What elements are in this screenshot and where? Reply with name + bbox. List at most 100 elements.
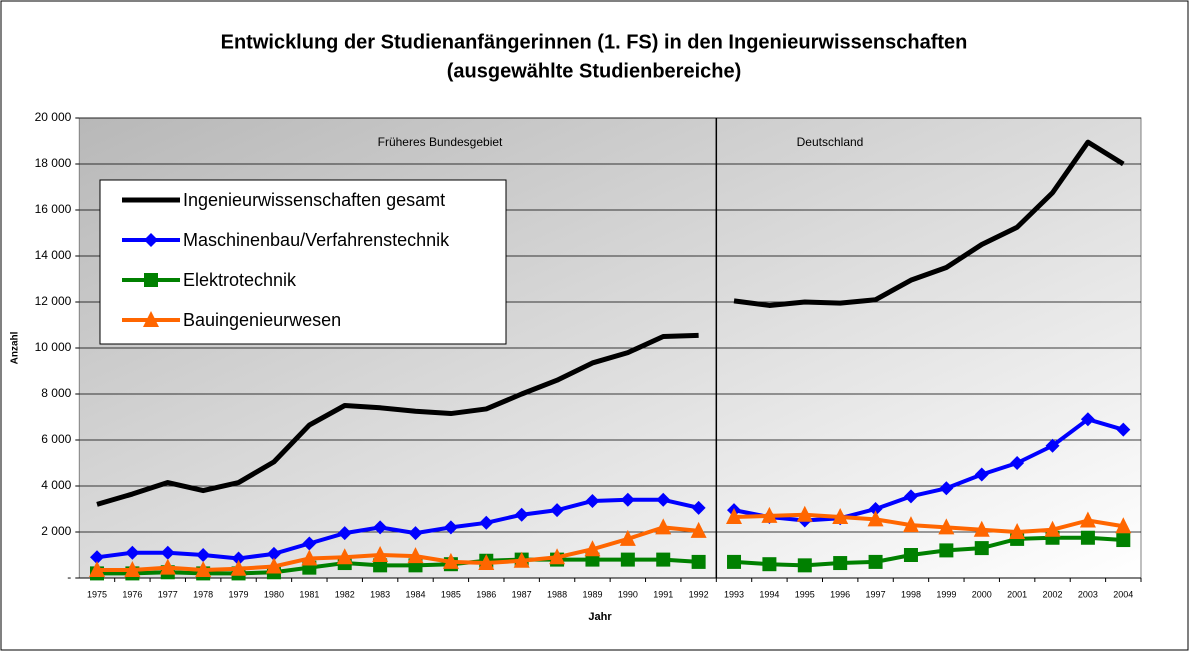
marker [408,526,423,541]
marker [478,554,495,571]
marker [761,506,778,523]
y-axis-label: Anzahl [10,331,21,364]
marker [620,552,635,567]
x-tick-label: 1980 [264,589,284,599]
y-tick-label: 6 000 [41,432,71,446]
marker [1044,520,1061,537]
x-tick-label: 1976 [122,589,142,599]
marker [1010,456,1025,470]
marker [442,552,459,569]
y-tick-label: 4 000 [41,478,71,492]
series-line [733,512,1124,534]
marker [1079,511,1096,528]
chart-title: Entwicklung der Studienanfängerinnen (1.… [221,31,968,53]
marker [762,557,777,572]
marker [797,558,812,573]
marker [690,521,707,538]
marker [1115,517,1132,534]
x-tick-label: 1985 [441,589,461,599]
marker [1045,438,1060,453]
marker [974,467,989,482]
legend: Ingenieurwissenschaften gesamt Maschinenb… [99,179,507,345]
y-tick-label: 18 000 [35,156,72,170]
x-tick-label: 1984 [405,589,425,599]
x-tick-label: 2000 [972,589,992,599]
marker [832,508,849,525]
x-tick-label: 1975 [87,589,107,599]
legend-box [99,179,507,345]
marker [550,503,565,518]
x-tick-label: 1979 [229,589,249,599]
y-tick-label: 10 000 [35,340,72,354]
marker [868,502,883,516]
marker [144,233,158,247]
y-tick-label: 16 000 [35,202,72,216]
marker [584,540,601,557]
region-label: Deutschland [797,135,864,149]
marker [336,548,353,565]
series-line [96,332,699,507]
x-tick-label: 1995 [795,589,815,599]
x-tick-label: 1991 [653,589,673,599]
x-tick-label: 1997 [866,589,886,599]
marker [407,547,424,564]
marker [301,549,318,566]
marker [124,560,141,577]
y-tick-label: - [67,570,71,584]
marker [302,536,317,551]
x-tick-label: 1982 [335,589,355,599]
marker [939,543,954,558]
marker [230,559,247,576]
marker [974,541,989,556]
marker [337,526,352,541]
legend-label: Bauingenieurwesen [183,310,341,330]
marker [373,520,388,535]
marker [585,493,600,508]
marker [656,492,671,507]
x-tick-label: 1987 [512,589,532,599]
marker [867,510,884,527]
marker [833,556,848,571]
x-tick-label: 1988 [547,589,567,599]
x-tick-label: 1990 [618,589,638,599]
marker [125,545,140,560]
x-tick-label: 1993 [724,589,744,599]
x-tick-label: 1986 [476,589,496,599]
x-tick-label: 1978 [193,589,213,599]
legend-label: Elektrotechnik [183,270,297,290]
marker [727,554,742,569]
marker [196,548,211,562]
marker [265,557,282,574]
marker [88,560,105,577]
marker [902,516,919,533]
marker [443,520,458,535]
x-tick-label: 1999 [936,589,956,599]
y-tick-label: 2 000 [41,524,71,538]
chart-title: (ausgewählte Studienbereiche) [447,60,742,82]
marker [372,546,389,562]
marker [938,518,955,535]
x-tick-label: 1981 [299,589,319,599]
marker [195,560,212,577]
x-tick-label: 2001 [1007,589,1027,599]
marker [89,550,104,565]
marker [939,481,954,496]
x-tick-label: 2003 [1078,589,1098,599]
marker [973,520,990,537]
x-axis-label: Jahr [588,611,612,623]
marker [868,554,883,569]
x-tick-label: 1994 [759,589,779,599]
marker [655,518,672,535]
marker [1080,530,1095,545]
marker [513,551,530,568]
marker [159,558,176,575]
x-tick-label: 1998 [901,589,921,599]
marker [691,554,706,569]
series-line [733,139,1125,308]
y-tick-label: 14 000 [35,248,72,262]
marker [691,500,706,515]
legend-label: Ingenieurwissenschaften gesamt [183,190,445,210]
y-tick-label: 12 000 [35,294,72,308]
marker [549,548,566,565]
x-tick-label: 1977 [158,589,178,599]
